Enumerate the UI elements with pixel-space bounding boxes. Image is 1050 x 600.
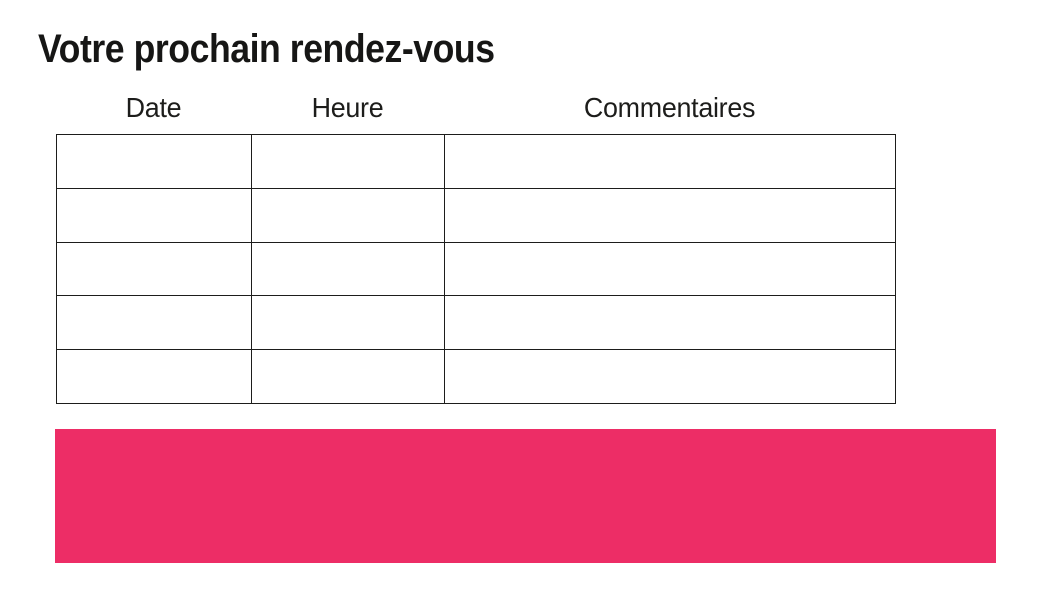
table-row xyxy=(56,241,896,297)
table-cell-heure xyxy=(251,187,445,243)
table-cell-date xyxy=(56,295,252,351)
table-row xyxy=(56,349,896,404)
table-cell-heure xyxy=(251,134,445,189)
table-cell-commentaires xyxy=(444,134,896,189)
appointments-table-body xyxy=(56,134,896,404)
pink-banner xyxy=(55,429,996,563)
table-cell-heure xyxy=(251,349,445,404)
table-row xyxy=(56,134,896,189)
table-cell-commentaires xyxy=(444,295,896,351)
table-row xyxy=(56,295,896,351)
table-cell-date xyxy=(56,349,252,404)
table-cell-commentaires xyxy=(444,187,896,243)
column-header-date: Date xyxy=(125,92,182,123)
column-header-heure: Heure xyxy=(311,92,384,123)
table-cell-date xyxy=(56,241,252,297)
table-cell-heure xyxy=(251,241,445,297)
table-cell-date xyxy=(56,134,252,189)
table-row xyxy=(56,187,896,243)
table-cell-heure xyxy=(251,295,445,351)
table-header-row: Date Heure Commentaires xyxy=(56,88,895,128)
column-header-commentaires: Commentaires xyxy=(583,92,756,123)
table-cell-commentaires xyxy=(444,349,896,404)
table-cell-commentaires xyxy=(444,241,896,297)
table-cell-date xyxy=(56,187,252,243)
appointments-table xyxy=(56,134,896,404)
page-title: Votre prochain rendez-vous xyxy=(38,27,495,71)
